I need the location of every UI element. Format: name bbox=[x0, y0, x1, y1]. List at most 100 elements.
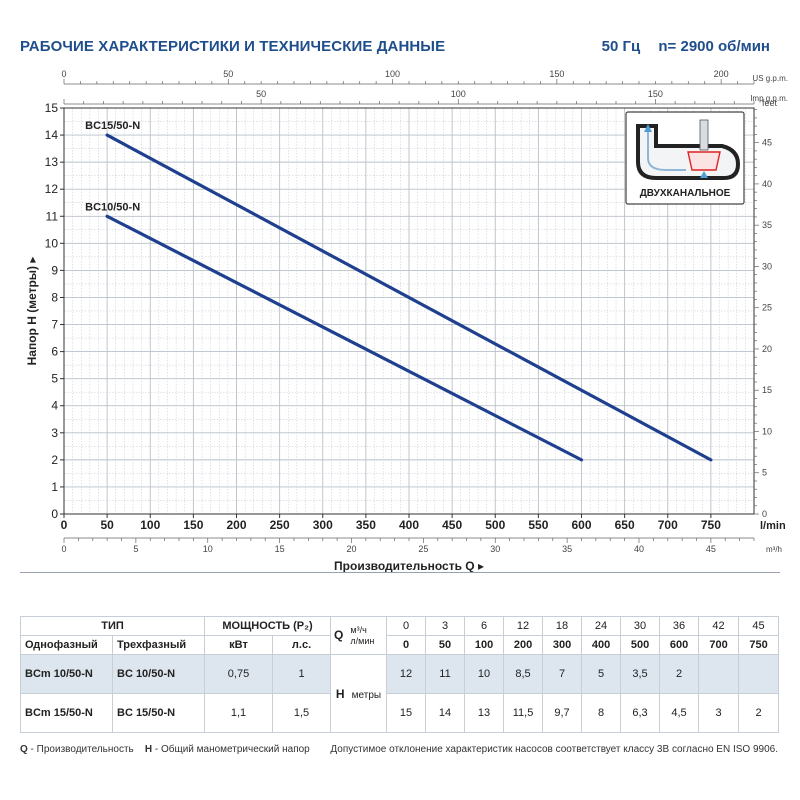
head-cell: 4,5 bbox=[659, 693, 700, 733]
single-phase-header: Однофазный bbox=[20, 635, 113, 655]
flow-lmin-cell: 500 bbox=[620, 635, 661, 655]
footer-h-text: - Общий манометрический напор bbox=[152, 744, 310, 755]
head-cell: 14 bbox=[425, 693, 466, 733]
kw-header: кВт bbox=[204, 635, 274, 655]
impgpm-tick-label: 100 bbox=[451, 89, 466, 99]
feet-tick-label: 30 bbox=[762, 261, 772, 271]
hp-header: л.с. bbox=[272, 635, 332, 655]
flow-lmin-cell: 0 bbox=[386, 635, 427, 655]
y-tick-label: 14 bbox=[45, 128, 59, 142]
m3h-tick-label: 10 bbox=[203, 544, 213, 554]
y-tick-label: 0 bbox=[51, 507, 58, 521]
series-line bbox=[105, 214, 584, 462]
flow-lmin-cell: 700 bbox=[698, 635, 740, 655]
head-cell: 10 bbox=[464, 654, 505, 694]
head-cell: 7 bbox=[542, 654, 583, 694]
x-tick-label: 400 bbox=[399, 518, 419, 532]
q-units-cell: Q м³/ч л/мин bbox=[330, 616, 388, 655]
head-cell: 8 bbox=[581, 693, 622, 733]
flow-lmin-cell: 50 bbox=[425, 635, 466, 655]
x-axis-title: Производительность Q ▸ bbox=[334, 559, 484, 573]
feet-tick-label: 35 bbox=[762, 220, 772, 230]
footer-q-abbr: Q bbox=[20, 744, 28, 755]
flow-arrow-path bbox=[647, 130, 686, 171]
x-tick-label: 600 bbox=[571, 518, 591, 532]
spec-table: ТИП МОЩНОСТЬ (P₂) Q м³/ч л/мин 0 3 6 12 … bbox=[19, 616, 780, 733]
y-tick-label: 13 bbox=[45, 155, 59, 169]
row-single-model: BCm 10/50-N bbox=[20, 654, 113, 694]
m3h-tick-label: 25 bbox=[418, 544, 428, 554]
m3h-tick-label: 15 bbox=[275, 544, 285, 554]
series-label: BC10/50-N bbox=[85, 201, 140, 213]
flow-m3h-cell: 18 bbox=[542, 616, 583, 636]
y-tick-label: 7 bbox=[51, 318, 58, 332]
impeller-icon bbox=[636, 119, 741, 180]
m3h-unit-label: m³/h bbox=[766, 545, 782, 554]
x-tick-label: 450 bbox=[442, 518, 462, 532]
m3h-tick-label: 5 bbox=[133, 544, 138, 554]
three-phase-header: Трехфазный bbox=[111, 635, 206, 655]
usgpm-tick-label: 0 bbox=[61, 69, 66, 79]
y-tick-label: 4 bbox=[51, 399, 58, 413]
row-hp: 1 bbox=[272, 654, 332, 694]
flow-up-arrow-icon bbox=[644, 124, 652, 132]
x-tick-label: 300 bbox=[313, 518, 333, 532]
series-line bbox=[105, 133, 713, 462]
impgpm-tick-label: 150 bbox=[648, 89, 663, 99]
usgpm-tick-label: 150 bbox=[549, 69, 564, 79]
flow-m3h-cell: 42 bbox=[698, 616, 740, 636]
x-tick-label: 250 bbox=[270, 518, 290, 532]
y-tick-label: 8 bbox=[51, 290, 58, 304]
feet-tick-label: 10 bbox=[762, 426, 772, 436]
x-tick-label: 650 bbox=[615, 518, 635, 532]
head-cell bbox=[698, 654, 740, 694]
frequency-label: 50 Гц bbox=[601, 38, 641, 55]
flow-m3h-cell: 3 bbox=[425, 616, 466, 636]
type-header: ТИП bbox=[19, 616, 206, 636]
flow-m3h-cell: 6 bbox=[464, 616, 505, 636]
usgpm-tick-label: 100 bbox=[385, 69, 400, 79]
m3h-tick-label: 30 bbox=[490, 544, 500, 554]
row-kw: 1,1 bbox=[204, 693, 274, 733]
head-cell: 11,5 bbox=[503, 693, 544, 733]
feet-tick-label: 20 bbox=[762, 344, 772, 354]
impeller-shape bbox=[687, 151, 721, 171]
y-tick-label: 6 bbox=[51, 345, 58, 359]
h-label: H bbox=[335, 686, 345, 701]
feet-tick-label: 40 bbox=[762, 179, 772, 189]
feet-tick-label: 25 bbox=[762, 303, 772, 313]
head-cell: 2 bbox=[738, 693, 780, 733]
y-tick-label: 15 bbox=[45, 101, 59, 115]
usgpm-tick-label: 200 bbox=[714, 69, 729, 79]
row-kw: 0,75 bbox=[204, 654, 274, 694]
flow-lmin-cell: 100 bbox=[464, 635, 505, 655]
m3h-tick-label: 0 bbox=[61, 544, 66, 554]
head-cell: 13 bbox=[464, 693, 505, 733]
q-label: Q bbox=[334, 627, 344, 642]
power-header: МОЩНОСТЬ (P₂) bbox=[204, 616, 332, 636]
x-tick-label: 550 bbox=[528, 518, 548, 532]
divider-line bbox=[20, 572, 780, 573]
page-title: РАБОЧИЕ ХАРАКТЕРИСТИКИ И ТЕХНИЧЕСКИЕ ДАН… bbox=[20, 38, 446, 55]
y-axis-title: Напор H (метры) ▸ bbox=[25, 257, 39, 366]
feet-tick-label: 15 bbox=[762, 385, 772, 395]
m3h-tick-label: 45 bbox=[706, 544, 716, 554]
flow-lmin-cell: 300 bbox=[542, 635, 583, 655]
flow-lmin-cell: 400 bbox=[581, 635, 622, 655]
y-tick-label: 10 bbox=[45, 236, 59, 250]
y-tick-label: 12 bbox=[45, 182, 59, 196]
flow-lmin-cell: 600 bbox=[659, 635, 700, 655]
m3h-tick-label: 20 bbox=[346, 544, 356, 554]
flow-m3h-cell: 30 bbox=[620, 616, 661, 636]
q-unit-m3: м³/ч bbox=[350, 624, 367, 635]
y-tick-label: 1 bbox=[51, 480, 58, 494]
x-tick-label: 350 bbox=[356, 518, 376, 532]
flow-m3h-cell: 45 bbox=[738, 616, 780, 636]
footer-legend: Q - Производительность H - Общий маномет… bbox=[20, 744, 310, 755]
head-cell: 11 bbox=[425, 654, 466, 694]
head-cell: 2 bbox=[659, 654, 700, 694]
x-tick-label: 100 bbox=[140, 518, 160, 532]
y-tick-label: 2 bbox=[51, 453, 58, 467]
flow-m3h-cell: 24 bbox=[581, 616, 622, 636]
y-tick-label: 3 bbox=[51, 426, 58, 440]
